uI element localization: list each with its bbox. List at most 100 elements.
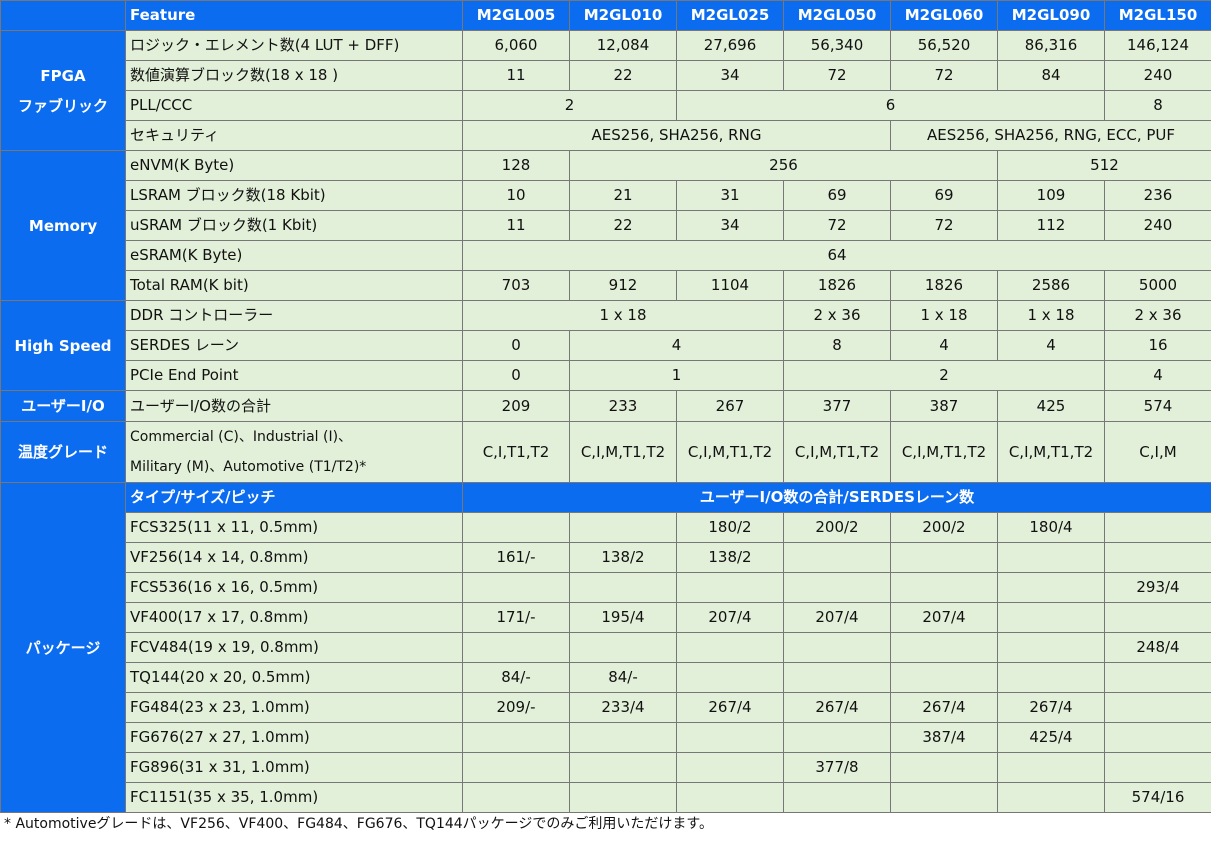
cell: C,I,M,T1,T2: [569, 421, 677, 483]
cell: C,I,M,T1,T2: [783, 421, 891, 483]
cell: [997, 602, 1105, 633]
cell: [676, 752, 784, 783]
cell: 387/4: [890, 722, 998, 753]
cell: 207/4: [676, 602, 784, 633]
table-row: FCS536(16 x 16, 0.5mm) 293/4: [1, 572, 1211, 603]
cell: [569, 752, 677, 783]
cell: [569, 782, 677, 813]
cell: 2 x 36: [783, 300, 891, 331]
cell: [676, 572, 784, 603]
cell: 267: [676, 390, 784, 422]
cell: 22: [569, 60, 677, 91]
cell: 377: [783, 390, 891, 422]
header-model: M2GL010: [569, 0, 677, 31]
cell: 10: [462, 180, 570, 211]
cell: 72: [783, 210, 891, 241]
row-label: eNVM(K Byte): [125, 150, 463, 181]
table-row: 数値演算ブロック数(18 x 18 ) 11 22 34 72 72 84 24…: [1, 60, 1211, 91]
package-subheader-left: タイプ/サイズ/ピッチ: [125, 482, 463, 513]
table-row: FG484(23 x 23, 1.0mm) 209/- 233/4 267/4 …: [1, 692, 1211, 723]
cell: 84: [997, 60, 1105, 91]
cell: 8: [1104, 90, 1211, 121]
cell: 180/2: [676, 512, 784, 543]
header-model: M2GL060: [890, 0, 998, 31]
row-label: DDR コントローラー: [125, 300, 463, 331]
row-label: FCS536(16 x 16, 0.5mm): [125, 572, 463, 603]
cell: 2586: [997, 270, 1105, 301]
cell: 11: [462, 60, 570, 91]
category-highspeed: High Speed: [0, 300, 126, 391]
cell: 425/4: [997, 722, 1105, 753]
cell: [997, 752, 1105, 783]
cell: 267/4: [997, 692, 1105, 723]
cell: 387: [890, 390, 998, 422]
category-fpga: FPGA ファブリック: [0, 30, 126, 151]
cell: 69: [890, 180, 998, 211]
table-row: パッケージ タイプ/サイズ/ピッチ ユーザーI/O数の合計/SERDESレーン数: [0, 482, 1211, 813]
table-row: FCS325(11 x 11, 0.5mm) 180/2 200/2 200/2…: [1, 512, 1211, 543]
cell: 1: [569, 360, 784, 391]
header-model: M2GL005: [462, 0, 570, 31]
cell: 267/4: [783, 692, 891, 723]
table-row: eSRAM(K Byte) 64: [1, 240, 1211, 271]
cell: 64: [462, 240, 1211, 271]
cell: 27,696: [676, 30, 784, 61]
footnote: * Automotiveグレードは、VF256、VF400、FG484、FG67…: [4, 816, 713, 832]
table-row: TQ144(20 x 20, 0.5mm) 84/- 84/-: [1, 662, 1211, 693]
table-row: uSRAM ブロック数(1 Kbit) 11 22 34 72 72 112 2…: [1, 210, 1211, 241]
cell: 574: [1104, 390, 1211, 422]
cell: [890, 662, 998, 693]
header-corner: [0, 0, 126, 31]
cell: 1826: [890, 270, 998, 301]
row-label: FC1151(35 x 35, 1.0mm): [125, 782, 463, 813]
cell: [462, 572, 570, 603]
table-row: FPGA ファブリック ロジック・エレメント数(4 LUT + DFF) 6,0…: [0, 30, 1211, 151]
cell: 72: [890, 60, 998, 91]
cell: C,I,M: [1104, 421, 1211, 483]
cell: 1 x 18: [890, 300, 998, 331]
cell: 233: [569, 390, 677, 422]
cell: [676, 782, 784, 813]
table-row: Total RAM(K bit) 703 912 1104 1826 1826 …: [1, 270, 1211, 301]
cell: 180/4: [997, 512, 1105, 543]
cell: 21: [569, 180, 677, 211]
cell: [462, 632, 570, 663]
cell: 6: [676, 90, 1105, 121]
cell: 84/-: [569, 662, 677, 693]
cell: 2: [783, 360, 1105, 391]
cell: 912: [569, 270, 677, 301]
cell: [1104, 662, 1211, 693]
cell: 34: [676, 60, 784, 91]
cell: 4: [1104, 360, 1211, 391]
category-fpga-line1: FPGA: [40, 66, 86, 85]
category-memory: Memory: [0, 150, 126, 301]
cell: 146,124: [1104, 30, 1211, 61]
cell: 1 x 18: [997, 300, 1105, 331]
cell: 6,060: [462, 30, 570, 61]
cell: [462, 722, 570, 753]
cell: C,I,T1,T2: [462, 421, 570, 483]
table-row: SERDES レーン 0 4 8 4 4 16: [1, 330, 1211, 361]
cell: [462, 752, 570, 783]
cell: [783, 572, 891, 603]
table-row: Memory eNVM(K Byte) 128 256 512: [0, 150, 1211, 301]
row-label: uSRAM ブロック数(1 Kbit): [125, 210, 463, 241]
cell: 236: [1104, 180, 1211, 211]
cell: [783, 782, 891, 813]
cell: 512: [997, 150, 1211, 181]
row-label: ロジック・エレメント数(4 LUT + DFF): [125, 30, 463, 61]
cell: 0: [462, 360, 570, 391]
cell: [997, 542, 1105, 573]
cell: [676, 662, 784, 693]
cell: [569, 512, 677, 543]
table-row: VF256(14 x 14, 0.8mm) 161/- 138/2 138/2: [1, 542, 1211, 573]
cell: 31: [676, 180, 784, 211]
cell: 240: [1104, 210, 1211, 241]
cell: AES256, SHA256, RNG, ECC, PUF: [890, 120, 1211, 151]
temp-label-line1: Commercial (C)、Industrial (I)、: [130, 429, 353, 445]
header-row: Feature M2GL005 M2GL010 M2GL025 M2GL050 …: [0, 0, 1211, 31]
cell: [676, 632, 784, 663]
table-row: High Speed DDR コントローラー 1 x 18 2 x 36 1 x…: [0, 300, 1211, 391]
table-row: FC1151(35 x 35, 1.0mm) 574/16: [1, 782, 1211, 813]
header-model: M2GL090: [997, 0, 1105, 31]
